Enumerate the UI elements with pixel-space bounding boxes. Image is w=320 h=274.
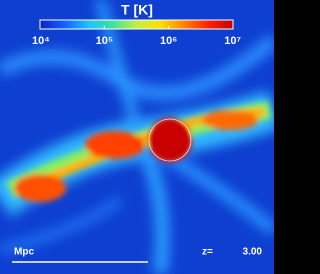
- scale-label: Mpc: [14, 247, 34, 258]
- colorbar-gradient: [39, 19, 234, 30]
- colorbar-tick-label: 10⁶: [160, 35, 177, 47]
- colorbar-tick-label: 10⁴: [32, 35, 50, 47]
- colorbar-tick-label: 10⁵: [96, 35, 113, 47]
- colorbar-title: T [K]: [121, 2, 153, 18]
- colorbar-tick-label: 10⁷: [224, 35, 241, 47]
- temperature-map: [0, 0, 274, 274]
- simulation-view: T [K] 10⁴ 10⁵ 10⁶ 10⁷ Mpc z= 3.00: [0, 0, 274, 274]
- colorbar: T [K] 10⁴ 10⁵ 10⁶ 10⁷: [32, 2, 241, 47]
- redshift-value: 3.00: [243, 247, 263, 258]
- redshift-label: z=: [202, 247, 213, 258]
